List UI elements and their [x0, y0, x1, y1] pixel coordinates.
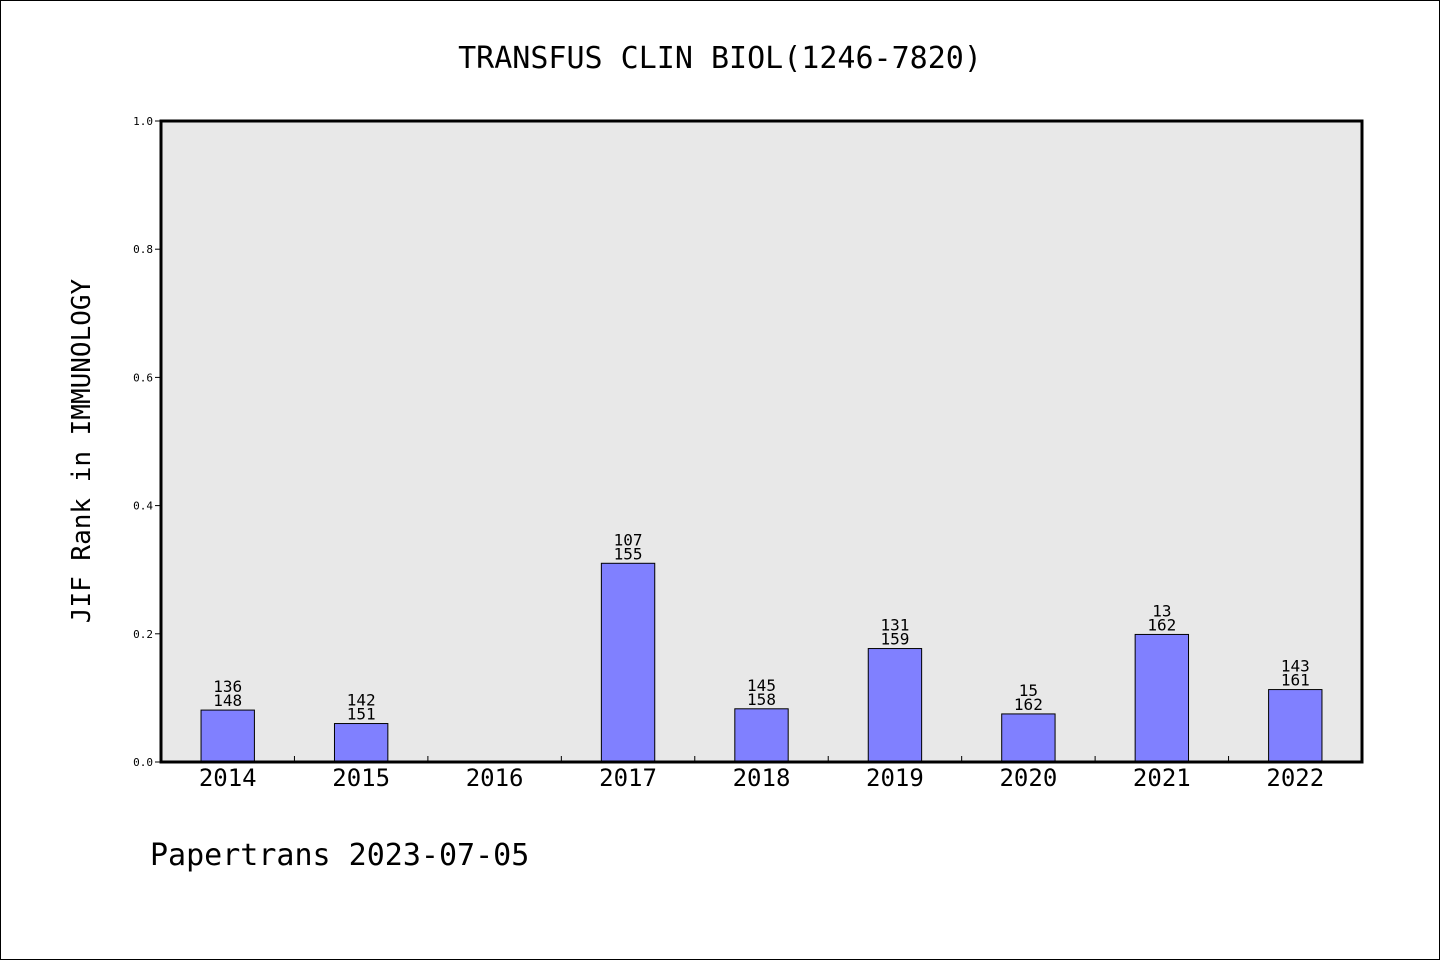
bar-2015 — [333, 723, 389, 763]
y-tick-label: 0.2 — [133, 628, 153, 641]
plot-border — [159, 119, 1364, 764]
x-tick-label: 2017 — [599, 764, 657, 792]
x-tick-label: 2014 — [199, 764, 257, 792]
bar-rank-label: 142 — [347, 691, 376, 710]
bar-rank-label: 13 — [1152, 601, 1171, 620]
bar-2022 — [1268, 689, 1323, 763]
x-tick-label: 2016 — [466, 764, 524, 792]
x-axis: 2014 2015 2016 2017 2018 2019 2020 2021 2022 — [199, 756, 1324, 792]
chart-title: TRANSFUS CLIN BIOL(1246-7820) — [458, 41, 982, 76]
y-axis-label: JIF Rank in IMMUNOLOGY — [67, 278, 97, 623]
y-tick-label: 0.8 — [133, 243, 153, 256]
bar-2019 — [867, 648, 923, 763]
x-tick-label: 2021 — [1133, 764, 1191, 792]
bar-2017 — [600, 562, 656, 763]
x-tick-label: 2019 — [866, 764, 924, 792]
bar-rank-label: 136 — [213, 677, 242, 696]
bar-2018 — [734, 708, 789, 763]
footer-text: Papertrans 2023-07-05 — [150, 838, 529, 873]
bar-rank-label: 107 — [614, 530, 643, 549]
x-tick-label: 2018 — [733, 764, 791, 792]
bar-2020 — [1001, 713, 1056, 763]
x-tick-label: 2020 — [999, 764, 1057, 792]
bar-2014 — [200, 709, 255, 763]
bar-rank-label: 15 — [1019, 681, 1038, 700]
y-tick-label: 0.6 — [133, 371, 153, 384]
y-tick-label: 1.0 — [133, 115, 153, 128]
y-tick-label: 0.4 — [133, 500, 153, 513]
bar-rank-label: 145 — [747, 676, 776, 695]
bar-total-label: 162 — [1014, 695, 1043, 714]
bar-total-label: 155 — [614, 544, 643, 563]
bar-total-label: 162 — [1147, 615, 1176, 634]
bar-rank-label: 131 — [880, 616, 909, 635]
bar-2021 — [1134, 633, 1190, 763]
y-tick-label: 0.0 — [133, 756, 153, 769]
bar-rank-label: 143 — [1281, 657, 1310, 676]
bar-total-label: 151 — [347, 705, 376, 724]
x-tick-label: 2022 — [1266, 764, 1324, 792]
x-tick-label: 2015 — [332, 764, 390, 792]
bar-total-label: 159 — [880, 630, 909, 649]
y-axis: 0.0 0.2 0.4 0.6 0.8 1.0 — [133, 115, 161, 769]
bar-series — [200, 562, 1323, 763]
bar-total-label: 161 — [1281, 671, 1310, 690]
bar-total-label: 158 — [747, 690, 776, 709]
bar-total-label: 148 — [213, 691, 242, 710]
